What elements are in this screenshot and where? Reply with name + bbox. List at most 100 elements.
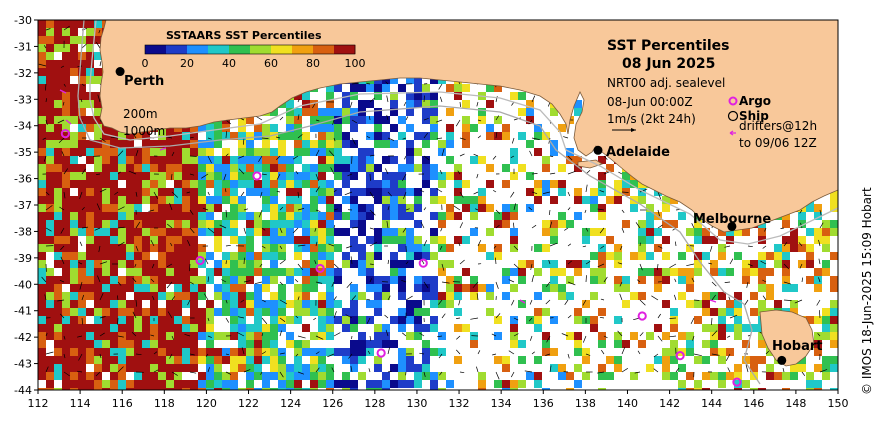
sst-cell: [750, 356, 758, 364]
sst-cell: [118, 276, 126, 284]
sst-cell: [382, 236, 390, 244]
sst-cell: [254, 220, 262, 228]
sst-cell: [38, 20, 46, 28]
current-vector: [385, 329, 389, 337]
sst-cell: [390, 140, 398, 148]
current-vector: [818, 239, 821, 247]
sst-cell: [694, 268, 702, 276]
current-vector: [405, 261, 409, 265]
sst-cell: [414, 300, 422, 308]
sst-cell: [46, 172, 54, 180]
sst-cell: [734, 372, 742, 380]
sst-cell: [246, 188, 254, 196]
sst-cell: [62, 188, 70, 196]
sst-cell: [214, 140, 222, 148]
sst-cell: [110, 148, 118, 156]
sst-cell: [46, 284, 54, 292]
sst-cell: [278, 316, 286, 324]
sst-cell: [342, 196, 350, 204]
sst-cell: [70, 252, 78, 260]
sst-cell: [382, 332, 390, 340]
sst-cell: [214, 236, 222, 244]
current-vector: [423, 207, 427, 211]
sst-cell: [174, 340, 182, 348]
sst-cell: [694, 220, 702, 228]
sst-cell: [742, 228, 750, 236]
sst-cell: [430, 196, 438, 204]
sst-cell: [398, 212, 406, 220]
current-vector: [38, 63, 47, 67]
current-vector: [597, 208, 605, 211]
current-vector: [456, 317, 461, 319]
sst-cell: [590, 252, 598, 260]
sst-cell: [54, 44, 62, 52]
current-vector: [585, 353, 591, 356]
sst-cell: [246, 220, 254, 228]
sst-cell: [358, 372, 366, 380]
sst-cell: [134, 244, 142, 252]
sst-cell: [238, 268, 246, 276]
sst-cell: [46, 380, 54, 388]
sst-cell: [102, 228, 110, 236]
current-vector: [128, 170, 137, 175]
sst-cell: [758, 340, 766, 348]
sst-cell: [126, 204, 134, 212]
sst-cell: [78, 60, 86, 68]
sst-cell: [822, 316, 830, 324]
current-vector: [166, 136, 173, 139]
sst-cell: [118, 292, 126, 300]
sst-cell: [182, 380, 190, 388]
sst-cell: [286, 228, 294, 236]
sst-cell: [102, 124, 110, 132]
ship-legend-icon: [727, 110, 739, 122]
sst-cell: [398, 180, 406, 188]
current-vector: [384, 314, 389, 319]
current-vector: [657, 313, 661, 319]
sst-cell: [238, 116, 246, 124]
sst-cell: [398, 188, 406, 196]
sst-cell: [110, 156, 118, 164]
sst-cell: [54, 116, 62, 124]
sst-cell: [694, 300, 702, 308]
sst-cell: [710, 340, 718, 348]
sst-cell: [774, 372, 782, 380]
sst-cell: [390, 380, 398, 388]
sst-cell: [246, 332, 254, 340]
sst-cell: [646, 364, 654, 372]
isobath-200m: [89, 20, 838, 245]
sst-cell: [406, 204, 414, 212]
x-tick-label: 122: [238, 397, 259, 410]
current-vector: [98, 245, 101, 253]
sst-cell: [198, 388, 206, 390]
sst-cell: [294, 180, 302, 188]
sst-cell: [46, 372, 54, 380]
sst-cell: [702, 356, 710, 364]
sst-cell: [206, 140, 214, 148]
sst-cell: [558, 284, 566, 292]
sst-cell: [70, 300, 78, 308]
sst-cell: [350, 244, 358, 252]
sst-cell: [446, 132, 454, 140]
current-vector: [279, 299, 288, 305]
sst-cell: [326, 164, 334, 172]
current-vector: [45, 227, 52, 232]
sst-cell: [246, 252, 254, 260]
current-vector: [225, 119, 232, 125]
sst-cell: [198, 380, 206, 388]
sst-cell: [222, 308, 230, 316]
sst-cell: [158, 228, 166, 236]
sst-cell: [38, 164, 46, 172]
sst-cell: [534, 244, 542, 252]
current-vector: [669, 317, 677, 319]
map-date: 08 Jun 2025: [622, 56, 716, 72]
current-vector: [79, 241, 83, 247]
y-tick-label: -40: [14, 278, 32, 291]
sst-cell: [646, 268, 654, 276]
sst-cell: [38, 52, 46, 60]
sst-cell: [406, 212, 414, 220]
sst-cell: [694, 380, 702, 388]
sst-cell: [830, 356, 838, 364]
current-vector: [639, 332, 644, 337]
sst-cell: [422, 340, 430, 348]
sst-cell: [182, 268, 190, 276]
